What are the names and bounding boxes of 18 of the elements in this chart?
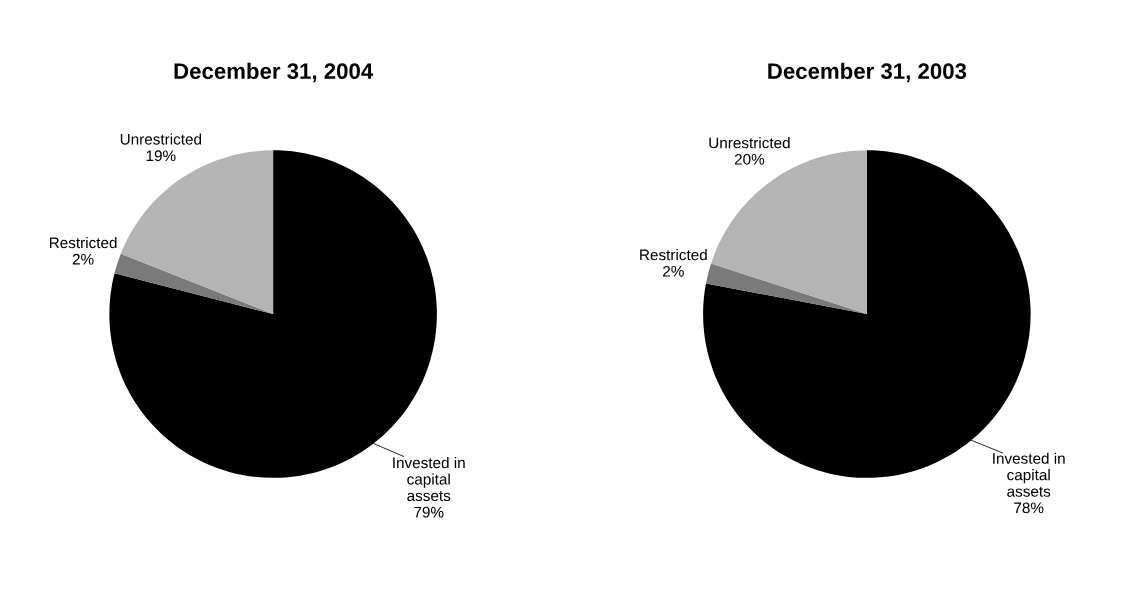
slice-label: Invested in capital assets xyxy=(993,452,1065,497)
slice-label: Unrestricted xyxy=(120,133,202,145)
data-label: 19% xyxy=(146,150,176,162)
data-label: 20% xyxy=(734,153,765,165)
pie-slice xyxy=(120,150,274,315)
chart-title: December 31, 2003 xyxy=(768,62,967,83)
slice-label: Invested in capital assets xyxy=(393,456,465,502)
slice-label: Unrestricted xyxy=(709,137,790,149)
data-label: 2% xyxy=(663,265,684,277)
pie-slice xyxy=(114,253,274,315)
data-label: 2% xyxy=(72,253,94,265)
pie-slice xyxy=(705,263,867,315)
data-label: 78% xyxy=(1014,502,1044,514)
slice-label: Restricted xyxy=(640,249,707,261)
chart-title: December 31, 2004 xyxy=(174,62,374,83)
slice-label: Restricted xyxy=(49,236,117,249)
pie-slice xyxy=(711,150,867,315)
data-label: 79% xyxy=(414,506,444,518)
